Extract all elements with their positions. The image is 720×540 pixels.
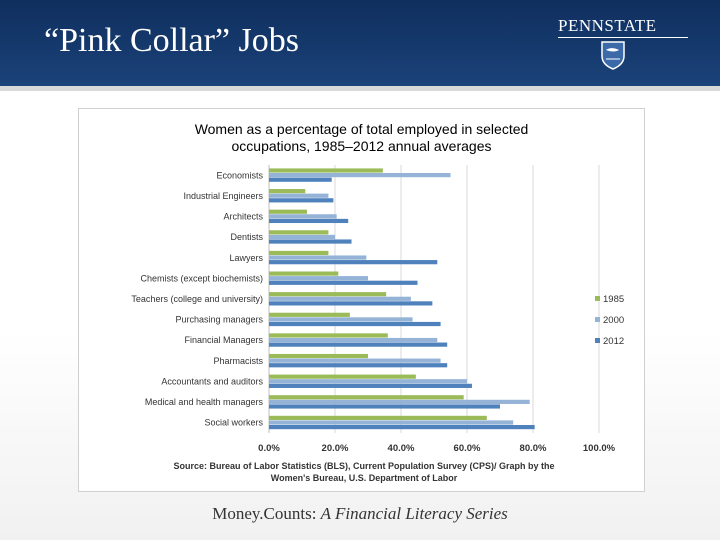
- bar: [269, 424, 535, 430]
- x-tick-label: 0.0%: [258, 443, 280, 454]
- footer-prefix: Money.Counts:: [212, 504, 321, 523]
- x-tick-label: 20.0%: [322, 443, 349, 454]
- title-bar: “Pink Collar” Jobs PENNSTATE: [0, 0, 720, 86]
- bar: [269, 404, 500, 409]
- bar: [269, 209, 307, 214]
- bar: [269, 168, 383, 173]
- bar: [269, 280, 418, 285]
- category-label: Purchasing managers: [175, 315, 263, 325]
- bar: [269, 321, 441, 327]
- category-label: Social workers: [204, 418, 263, 428]
- x-tick-label: 80.0%: [520, 443, 547, 454]
- category-label: Pharmacists: [213, 356, 263, 366]
- chart-title-line: Women as a percentage of total employed …: [194, 121, 529, 137]
- bar: [269, 358, 441, 363]
- bar-chart: 0.0% 20.0% 40.0% 60.0% 80.0% 100.0% Economists…: [131, 165, 624, 483]
- bar: [269, 395, 464, 400]
- bar: [269, 353, 368, 359]
- bar: [269, 363, 448, 368]
- bar: [269, 333, 388, 338]
- bar: [269, 239, 352, 244]
- bar: [269, 312, 350, 317]
- bar: [269, 250, 329, 256]
- bar: [269, 234, 335, 240]
- category-label: Chemists (except biochemists): [140, 273, 263, 283]
- bar: [269, 230, 329, 235]
- category-label: Economists: [216, 170, 263, 180]
- bar: [269, 415, 487, 420]
- source-note: Source: Bureau of Labor Statistics (BLS)…: [173, 461, 554, 471]
- bar: [269, 255, 367, 260]
- bar: [269, 271, 339, 276]
- category-label: Lawyers: [229, 253, 263, 263]
- bar: [269, 214, 337, 219]
- category-label: Financial Managers: [184, 335, 263, 345]
- bar: [269, 420, 514, 425]
- category-label: Teachers (college and university): [131, 294, 263, 304]
- bar: [269, 379, 467, 384]
- footer-series-title: A Financial Literacy Series: [320, 504, 508, 523]
- chart-title: Women as a percentage of total employed …: [79, 121, 644, 155]
- legend-label: 1985: [603, 294, 624, 305]
- header-divider: [0, 86, 720, 91]
- bar: [269, 292, 387, 297]
- bar: [269, 374, 416, 379]
- bar: [269, 198, 334, 203]
- category-label: Accountants and auditors: [161, 376, 263, 386]
- bar: [269, 342, 448, 347]
- logo-underline: [558, 37, 688, 38]
- bar: [269, 260, 438, 265]
- legend-label: 2012: [603, 336, 624, 347]
- chart-panel: 0.0% 20.0% 40.0% 60.0% 80.0% 100.0% Economists…: [78, 108, 645, 492]
- bar: [269, 177, 332, 182]
- bar: [269, 301, 433, 306]
- bar: [269, 189, 306, 194]
- slide-title: “Pink Collar” Jobs: [44, 22, 299, 59]
- category-label: Industrial Engineers: [183, 191, 263, 201]
- bar: [269, 399, 530, 404]
- bar: [269, 173, 451, 178]
- penn-state-logo-text: PENNSTATE: [558, 16, 657, 35]
- bar: [269, 276, 368, 281]
- legend-swatch: [595, 317, 600, 322]
- source-note: Women's Bureau, U.S. Department of Labor: [271, 473, 458, 483]
- category-label: Architects: [223, 212, 263, 222]
- bar: [269, 193, 329, 198]
- legend-label: 2000: [603, 315, 624, 326]
- footer: Money.Counts: A Financial Literacy Serie…: [0, 504, 720, 524]
- category-label: Medical and health managers: [145, 397, 264, 407]
- penn-state-shield-icon: [601, 41, 625, 70]
- x-tick-label: 100.0%: [583, 443, 616, 454]
- bar: [269, 317, 413, 322]
- bar: [269, 337, 438, 343]
- legend-swatch: [595, 296, 600, 301]
- category-label: Dentists: [230, 232, 263, 242]
- legend-swatch: [595, 338, 600, 343]
- bar: [269, 383, 472, 388]
- x-tick-label: 40.0%: [388, 443, 415, 454]
- chart-title-line: occupations, 1985–2012 annual averages: [231, 138, 492, 154]
- bar: [269, 296, 411, 301]
- bar: [269, 218, 349, 224]
- x-tick-label: 60.0%: [454, 443, 481, 454]
